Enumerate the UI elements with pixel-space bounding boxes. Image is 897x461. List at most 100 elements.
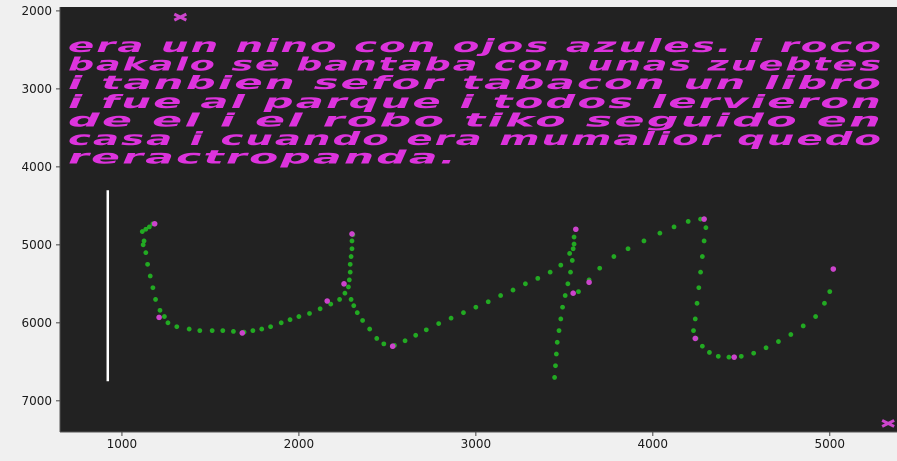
stroke-point [342, 290, 348, 296]
highlight-point [731, 354, 738, 360]
highlight-point [573, 226, 579, 233]
highlight-point [239, 330, 246, 336]
handwriting-line: i fue al parque i todos lervieron [68, 91, 883, 113]
stroke-point [287, 317, 293, 323]
stroke-point [703, 225, 709, 231]
y-tick-label: 5000 [21, 238, 52, 252]
stroke-point [692, 316, 698, 322]
stroke-point [139, 229, 145, 234]
handwriting-line: era un nino con ojos azules. i roco [68, 35, 883, 57]
highlight-point [701, 216, 707, 222]
stroke-point [568, 269, 573, 275]
stroke-point [347, 269, 353, 275]
stroke-point [141, 238, 147, 244]
stroke-point [788, 332, 794, 337]
stroke-point [751, 350, 757, 356]
cross-marker [173, 12, 188, 22]
data-points [106, 12, 895, 428]
stroke-point [231, 329, 236, 334]
stroke-point [349, 238, 355, 244]
highlight-point [151, 220, 158, 227]
stroke-point [522, 281, 528, 287]
highlight-point [570, 290, 576, 296]
stroke-point [738, 353, 744, 359]
stroke-point [209, 328, 215, 334]
stroke-point [562, 293, 568, 298]
stroke-point [597, 265, 603, 271]
stroke-point [558, 262, 564, 268]
x-tick-label: 4000 [638, 437, 669, 451]
stroke-point [197, 328, 203, 334]
y-tick-label: 6000 [21, 316, 52, 330]
stroke-point [367, 326, 373, 332]
stroke-point [671, 224, 677, 230]
stroke-point [553, 351, 559, 357]
plot-background [60, 7, 897, 432]
stroke-point [560, 304, 565, 310]
stroke-point [800, 323, 806, 329]
stroke-point [346, 284, 351, 290]
y-tick-label: 4000 [21, 160, 52, 174]
stroke-point [535, 275, 541, 281]
stroke-point [174, 324, 180, 330]
stroke-point [354, 310, 360, 316]
stroke-point [402, 338, 408, 344]
highlight-point [324, 298, 331, 304]
stroke-point [143, 226, 149, 232]
stroke-point [143, 250, 149, 256]
stroke-point [150, 285, 156, 291]
stroke-point [220, 328, 226, 334]
stroke-point [259, 326, 265, 332]
stroke-point [641, 238, 647, 244]
highlight-point [830, 266, 837, 272]
x-tick-label: 2000 [284, 437, 315, 451]
stroke-point [381, 341, 387, 347]
stroke-point [140, 242, 146, 248]
stroke-point [250, 328, 256, 334]
stroke-point [146, 224, 152, 230]
stroke-point [685, 219, 691, 224]
highlight-point [341, 281, 347, 287]
x-tick-label: 5000 [814, 437, 845, 451]
stroke-point [715, 353, 721, 359]
stroke-point [822, 300, 827, 306]
x-tick-label: 1000 [107, 437, 138, 451]
stroke-point [348, 297, 354, 302]
stroke-point [510, 287, 516, 293]
stroke-point [552, 375, 557, 380]
stroke-point [556, 328, 562, 334]
stroke-point [346, 277, 352, 283]
stroke-point [296, 314, 302, 319]
x-tick-label: 3000 [461, 437, 492, 451]
stroke-point [554, 339, 560, 345]
stroke-point [145, 261, 150, 267]
stroke-point [360, 318, 365, 323]
y-tick-label: 2000 [21, 4, 52, 18]
stroke-point [349, 246, 355, 252]
highlight-point [156, 314, 162, 321]
stroke-point [348, 254, 354, 259]
stroke-point [567, 251, 573, 256]
stroke-point [553, 363, 558, 369]
stroke-point [278, 320, 284, 326]
stroke-point [726, 354, 732, 360]
stroke-point [696, 285, 702, 291]
stroke-point [162, 314, 167, 319]
stroke-point [565, 281, 571, 287]
stroke-point [776, 339, 781, 344]
y-tick-label: 7000 [21, 394, 52, 408]
stroke-point [611, 254, 617, 259]
stroke-point [317, 306, 323, 312]
stroke-point [165, 320, 171, 326]
stroke-point [374, 336, 380, 341]
stroke-point [813, 314, 819, 319]
stroke-point [691, 328, 696, 334]
stroke-point [763, 345, 769, 351]
stroke-point [186, 326, 192, 332]
stroke-point [571, 234, 577, 240]
stroke-point [569, 258, 575, 263]
cross-marker [881, 419, 895, 428]
stroke-point [448, 315, 454, 321]
stroke-point [351, 303, 357, 309]
